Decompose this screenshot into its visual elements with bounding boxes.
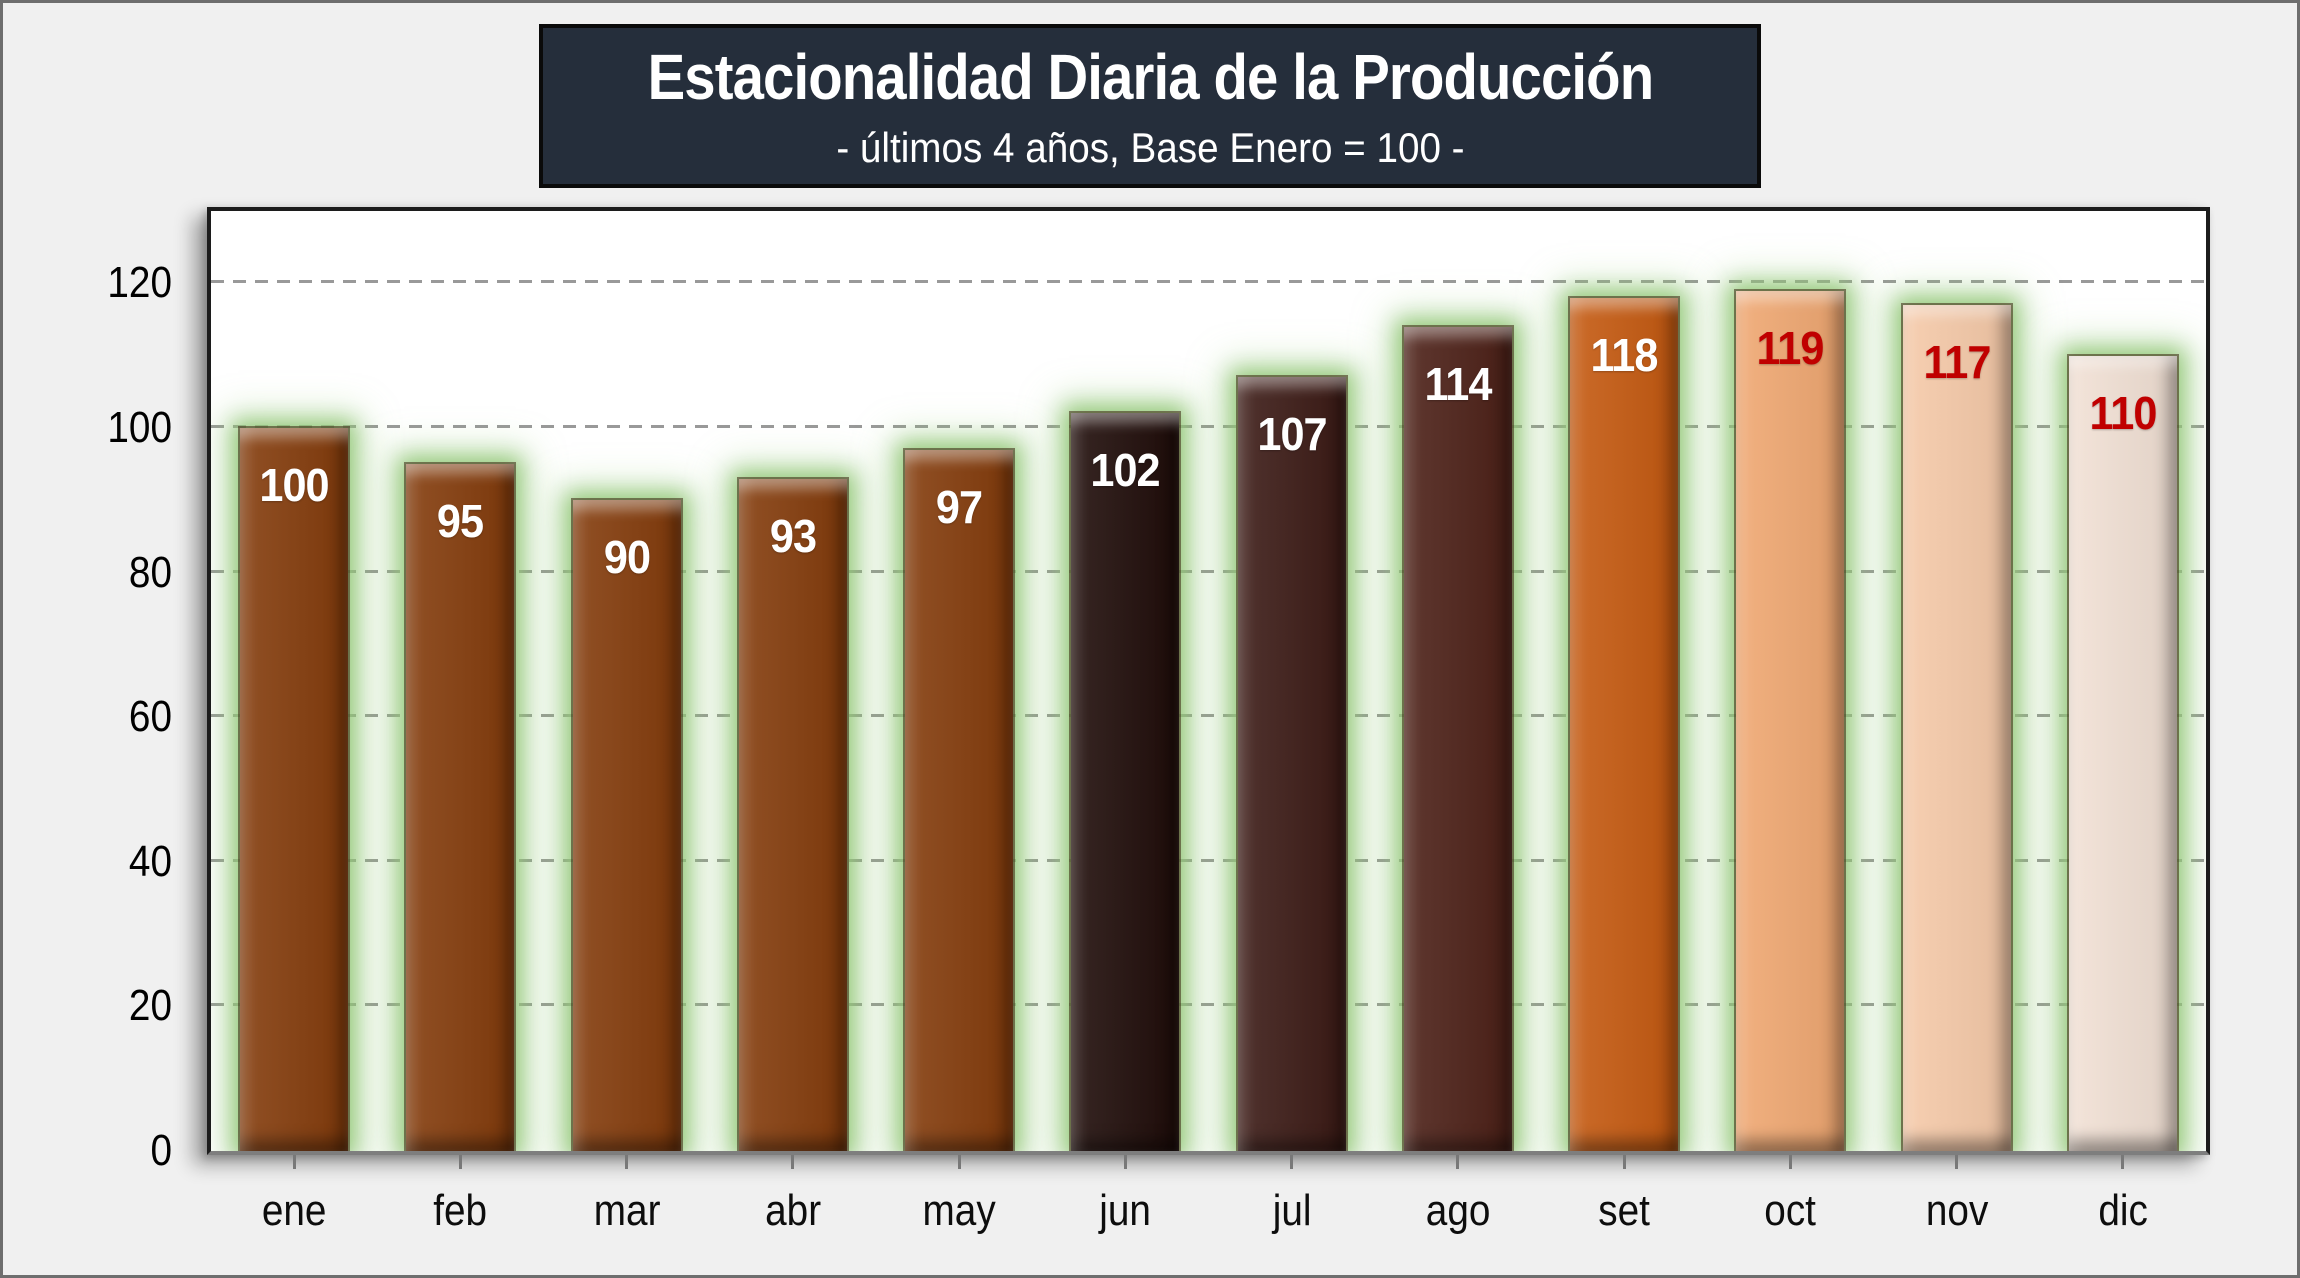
axis-tick-ene <box>292 1155 296 1169</box>
bar-jun: 102 <box>1071 413 1180 1151</box>
bar-set: 118 <box>1570 297 1679 1151</box>
bar-value-label-abr: 93 <box>769 509 817 562</box>
bar-value-label-jun: 102 <box>1090 444 1161 497</box>
y-axis-label-100: 100 <box>107 402 172 452</box>
x-axis-label-nov: nov <box>1925 1186 1988 1235</box>
y-axis-label-120: 120 <box>107 258 172 308</box>
plot-inner: 100 95 90 93 97 102 107 114 118 119 117 110 <box>211 211 2206 1151</box>
y-axis-label-40: 40 <box>128 836 172 886</box>
chart-title: Estacionalidad Diaria de la Producción <box>647 41 1654 113</box>
x-axis-label-feb: feb <box>433 1186 488 1235</box>
bar-may: 97 <box>905 449 1014 1151</box>
bar-abr: 93 <box>738 478 847 1151</box>
bar-nov: 117 <box>1902 305 2011 1151</box>
bar-value-label-ago: 114 <box>1424 357 1492 410</box>
x-axis-label-ene: ene <box>261 1186 327 1235</box>
bar-oct: 119 <box>1736 290 1845 1151</box>
chart-subtitle: - últimos 4 años, Base Enero = 100 - <box>835 124 1465 171</box>
axis-tick-jun <box>1123 1155 1127 1169</box>
gridline-120 <box>211 280 2206 284</box>
bar-value-label-nov: 117 <box>1923 336 1991 388</box>
x-axis-label-mar: mar <box>593 1186 660 1235</box>
axis-tick-may <box>957 1155 961 1169</box>
gridline-60 <box>211 714 2206 718</box>
chart-title-box: Estacionalidad Diaria de la Producción -… <box>539 24 1761 188</box>
y-axis-label-80: 80 <box>128 547 172 597</box>
bar-value-label-jul: 107 <box>1256 408 1327 461</box>
gridline-100 <box>211 424 2206 428</box>
axis-tick-oct <box>1788 1155 1792 1169</box>
x-axis-label-dic: dic <box>2098 1186 2148 1235</box>
bar-value-label-set: 118 <box>1590 328 1659 381</box>
bar-ago: 114 <box>1403 326 1512 1151</box>
x-axis-label-jul: jul <box>1272 1186 1311 1235</box>
bar-dic: 110 <box>2068 355 2177 1151</box>
bar-value-label-may: 97 <box>936 480 983 533</box>
x-axis-label-set: set <box>1598 1186 1650 1235</box>
axis-tick-mar <box>625 1155 629 1169</box>
x-axis-label-ago: ago <box>1425 1186 1491 1235</box>
gridline-40 <box>211 858 2206 862</box>
axis-tick-jul <box>1290 1155 1294 1169</box>
bar-value-label-mar: 90 <box>603 531 651 584</box>
x-axis-label-jun: jun <box>1099 1186 1152 1235</box>
bar-value-label-oct: 119 <box>1756 321 1825 374</box>
bar-value-label-dic: 110 <box>2089 386 2157 439</box>
gridline-80 <box>211 569 2206 573</box>
bar-jul: 107 <box>1237 377 1346 1151</box>
y-axis-label-0: 0 <box>150 1126 172 1175</box>
axis-tick-dic <box>2121 1155 2125 1169</box>
bar-ene: 100 <box>240 427 349 1151</box>
x-axis-label-may: may <box>922 1186 996 1235</box>
plot-area: 100 95 90 93 97 102 107 114 118 119 117 110 <box>207 207 2210 1155</box>
y-axis-label-20: 20 <box>128 981 172 1031</box>
axis-tick-ago <box>1456 1155 1460 1169</box>
axis-tick-feb <box>458 1155 462 1169</box>
gridline-20 <box>211 1003 2206 1007</box>
axis-tick-set <box>1622 1155 1626 1169</box>
bar-mar: 90 <box>572 500 681 1151</box>
bar-feb: 95 <box>406 464 515 1151</box>
axis-tick-nov <box>1955 1155 1959 1169</box>
y-axis-label-60: 60 <box>128 692 172 742</box>
x-axis-label-oct: oct <box>1764 1186 1817 1235</box>
axis-tick-abr <box>791 1155 795 1169</box>
bar-value-label-ene: 100 <box>259 458 329 511</box>
x-axis-label-abr: abr <box>764 1186 821 1235</box>
bar-value-label-feb: 95 <box>437 495 484 548</box>
